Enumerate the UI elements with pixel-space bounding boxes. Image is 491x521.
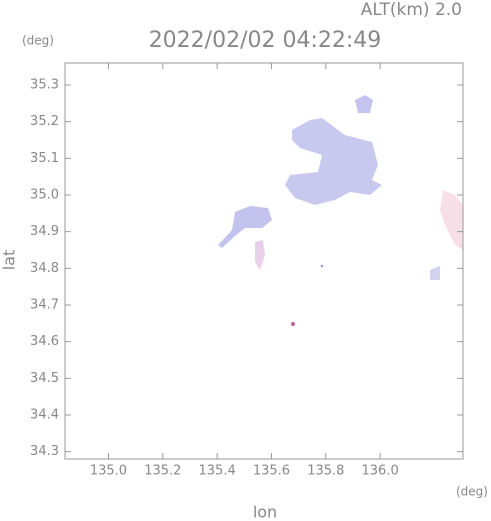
altitude-label: ALT(km) 2.0 [361, 0, 462, 20]
echo [355, 95, 373, 113]
y-tick-label: 35.3 [30, 78, 59, 93]
y-tick-label: 34.8 [30, 261, 59, 276]
x-tick-label: 135.2 [144, 464, 181, 479]
y-tick-label: 35.2 [30, 114, 59, 129]
plot-frame [64, 62, 464, 460]
y-tick-label: 34.5 [30, 371, 59, 386]
x-tick-label: 135.8 [307, 464, 344, 479]
echo [285, 118, 382, 205]
echo [218, 206, 272, 248]
echo [440, 190, 463, 250]
y-tick-label: 34.4 [30, 408, 59, 423]
x-tick-label: 135.0 [90, 464, 127, 479]
echo-areas [218, 95, 463, 326]
x-unit: (deg) [456, 485, 488, 499]
chart-title: 2022/02/02 04:22:49 [149, 28, 382, 53]
echo [255, 240, 265, 270]
x-tick-label: 135.4 [199, 464, 236, 479]
y-unit: (deg) [22, 34, 54, 48]
y-axis-label: lat [0, 250, 19, 271]
x-tick-label: 135.6 [253, 464, 290, 479]
y-tick-label: 34.3 [30, 444, 59, 459]
y-tick-label: 34.7 [30, 298, 59, 313]
echo [291, 322, 295, 326]
x-axis-label: lon [253, 503, 277, 521]
echo [320, 264, 324, 268]
y-tick-label: 34.9 [30, 224, 59, 239]
x-tick-label: 136.0 [362, 464, 399, 479]
echo [430, 266, 440, 280]
y-tick-label: 35.0 [30, 188, 59, 203]
y-tick-label: 35.1 [30, 151, 59, 166]
y-tick-label: 34.6 [30, 334, 59, 349]
